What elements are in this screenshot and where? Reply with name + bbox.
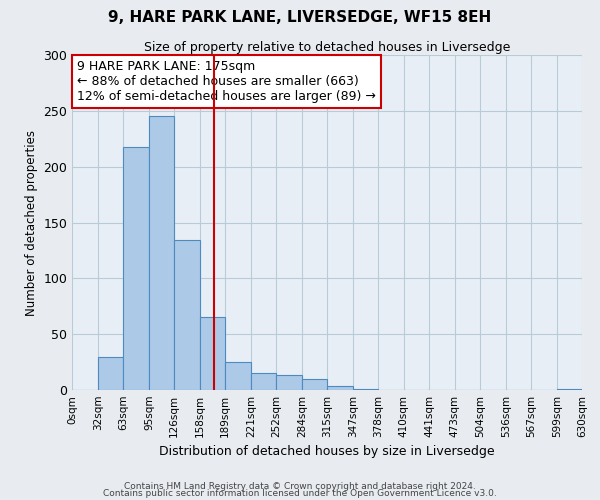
Text: 9, HARE PARK LANE, LIVERSEDGE, WF15 8EH: 9, HARE PARK LANE, LIVERSEDGE, WF15 8EH (109, 10, 491, 25)
Bar (302, 379, 327, 390)
Text: Contains HM Land Registry data © Crown copyright and database right 2024.: Contains HM Land Registry data © Crown c… (124, 482, 476, 491)
Bar (174, 240, 200, 390)
Bar (276, 376, 302, 390)
Bar (123, 146, 149, 390)
Title: Size of property relative to detached houses in Liversedge: Size of property relative to detached ho… (144, 41, 510, 54)
Bar (557, 389, 582, 390)
Bar (149, 116, 174, 390)
Text: 9 HARE PARK LANE: 175sqm
← 88% of detached houses are smaller (663)
12% of semi-: 9 HARE PARK LANE: 175sqm ← 88% of detach… (77, 60, 376, 103)
Text: Contains public sector information licensed under the Open Government Licence v3: Contains public sector information licen… (103, 489, 497, 498)
Bar (98, 356, 123, 390)
Bar (327, 386, 353, 390)
X-axis label: Distribution of detached houses by size in Liversedge: Distribution of detached houses by size … (159, 446, 495, 458)
Bar (225, 362, 251, 390)
Bar (251, 373, 276, 390)
Bar (200, 318, 225, 390)
Bar (353, 389, 378, 390)
Y-axis label: Number of detached properties: Number of detached properties (25, 130, 38, 316)
